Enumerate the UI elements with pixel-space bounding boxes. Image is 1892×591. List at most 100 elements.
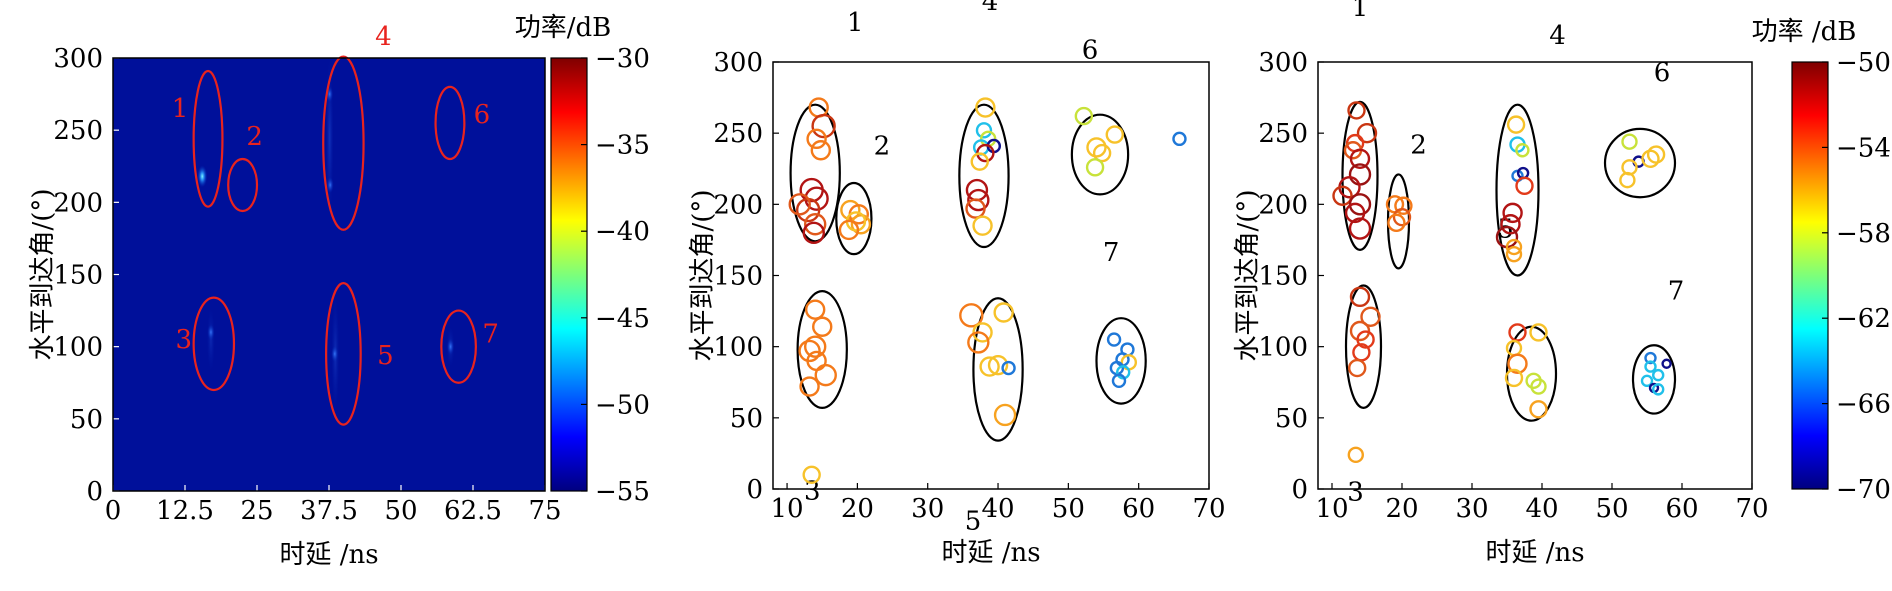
scatter-point xyxy=(1344,202,1366,224)
scatter-point xyxy=(1621,133,1638,150)
scatter-point xyxy=(811,113,836,139)
cluster-ellipse-5 xyxy=(972,297,1024,442)
scatter-point xyxy=(1507,353,1528,374)
cluster-ellipse-4 xyxy=(958,103,1010,249)
scatter-point xyxy=(1515,176,1534,196)
scatter-point xyxy=(975,122,993,139)
cluster-label-5: 5 xyxy=(965,506,982,536)
colorbar-tick-label: −66 xyxy=(1836,390,1891,420)
scatter-point xyxy=(1394,196,1413,215)
scatter-point xyxy=(1360,306,1381,327)
scatter-point xyxy=(972,215,993,236)
cluster-label-2: 2 xyxy=(1410,130,1427,160)
x-tick-label: 25 xyxy=(240,496,273,526)
heatmap-hotspot xyxy=(447,338,455,355)
colorbar-tick-label: −50 xyxy=(595,390,650,420)
scatter-panel-right: 10 20 30 40 50 60 70 0 50 100 150 200 250 300 时延 /ns 水平… xyxy=(1233,0,1769,568)
y-tick-label: 300 xyxy=(713,48,763,78)
cluster-ellipse-1 xyxy=(192,69,224,208)
heatmap-hotspot xyxy=(197,165,208,188)
x-tick-label: 40 xyxy=(981,494,1014,524)
scatter-point xyxy=(970,152,989,171)
scatter-point xyxy=(993,403,1017,427)
scatter-point xyxy=(1092,143,1112,163)
x-tick-label: 62.5 xyxy=(444,496,502,526)
scatter-point xyxy=(1356,330,1375,349)
plot-frame xyxy=(772,61,1210,490)
plot-background xyxy=(1318,62,1752,489)
scatter-point xyxy=(979,356,1000,377)
colorbar-label: 功率/dB xyxy=(515,13,612,43)
plot-frame xyxy=(1317,61,1753,490)
scatter-point xyxy=(1529,400,1548,419)
y-axis-label: 水平到达角/(°) xyxy=(688,189,718,361)
y-axis-label: 水平到达角/(°) xyxy=(1233,189,1263,361)
heatmap-hotspot xyxy=(326,177,334,194)
cluster-label-1: 1 xyxy=(1352,0,1369,23)
scatter-point xyxy=(804,299,826,320)
scatter-point xyxy=(806,128,827,150)
cluster-label-4: 4 xyxy=(1549,21,1566,51)
scatter-point xyxy=(1086,137,1107,158)
scatter-point xyxy=(1661,358,1672,369)
scatter-point xyxy=(1392,207,1412,227)
x-tick-label: 75 xyxy=(528,496,561,526)
y-tick-label: 200 xyxy=(1258,190,1308,220)
y-tick-label: 100 xyxy=(713,333,763,363)
scatter-point xyxy=(788,193,811,216)
y-tick-label: 150 xyxy=(713,262,763,292)
cluster-ellipse-2 xyxy=(227,157,259,213)
x-tick-label: 50 xyxy=(384,496,417,526)
x-tick-label: 20 xyxy=(841,494,874,524)
x-axis-label: 时延 /ns xyxy=(941,538,1040,568)
scatter-point xyxy=(967,331,990,354)
cluster-label-2: 2 xyxy=(874,132,891,162)
heatmap-frame xyxy=(112,57,546,492)
scatter-point xyxy=(1105,125,1124,144)
y-tick-label: 100 xyxy=(53,333,103,363)
y-tick-label: 100 xyxy=(1258,333,1308,363)
cluster-label-7: 7 xyxy=(1668,276,1685,306)
colorbar-gradient xyxy=(550,57,588,492)
y-tick-label: 300 xyxy=(53,44,103,74)
colorbar-tick-label: −55 xyxy=(595,477,650,507)
scatter-point xyxy=(1641,149,1660,168)
cluster-ellipse-6 xyxy=(1070,113,1130,196)
cluster-label-6: 6 xyxy=(1082,36,1099,66)
scatter-point xyxy=(1387,213,1406,233)
scatter-point xyxy=(802,221,825,245)
scatter-point xyxy=(1074,106,1094,126)
colorbar-tick-label: −40 xyxy=(595,217,650,247)
scatter-point xyxy=(810,140,832,161)
colorbar-tick-label: −62 xyxy=(1836,304,1891,334)
scatter-point xyxy=(1644,360,1657,373)
cluster-label-7: 7 xyxy=(1103,238,1120,268)
scatter-point xyxy=(803,335,827,358)
x-tick-label: 60 xyxy=(1122,494,1155,524)
scatter-point xyxy=(1504,368,1524,388)
scatter-point xyxy=(803,213,827,236)
x-axis-label: 时延 /ns xyxy=(279,540,378,570)
scatter-point xyxy=(1500,214,1521,235)
y-tick-label: 250 xyxy=(53,116,103,146)
colorbar-tick-label: −58 xyxy=(1836,219,1891,249)
scatter-point xyxy=(1651,383,1665,396)
scatter-point xyxy=(1349,148,1371,169)
y-tick-label: 50 xyxy=(70,405,103,435)
y-tick-label: 0 xyxy=(1291,475,1308,505)
x-tick-label: 10 xyxy=(1315,494,1348,524)
scatter-point xyxy=(1505,238,1523,256)
scatter-point xyxy=(1505,245,1523,263)
y-axis-label: 水平到达角/(°) xyxy=(28,188,58,360)
scatter-point xyxy=(1085,158,1105,177)
scatter-point xyxy=(1348,217,1372,240)
cluster-label-3: 3 xyxy=(1347,478,1364,508)
scatter-point xyxy=(1640,374,1654,388)
scatter-point xyxy=(1529,323,1548,342)
colorbar-tick-label: −50 xyxy=(1836,48,1891,78)
x-tick-label: 50 xyxy=(1595,494,1628,524)
plot-background xyxy=(773,62,1209,489)
scatter-point xyxy=(1106,332,1122,347)
scatter-point xyxy=(965,198,986,219)
